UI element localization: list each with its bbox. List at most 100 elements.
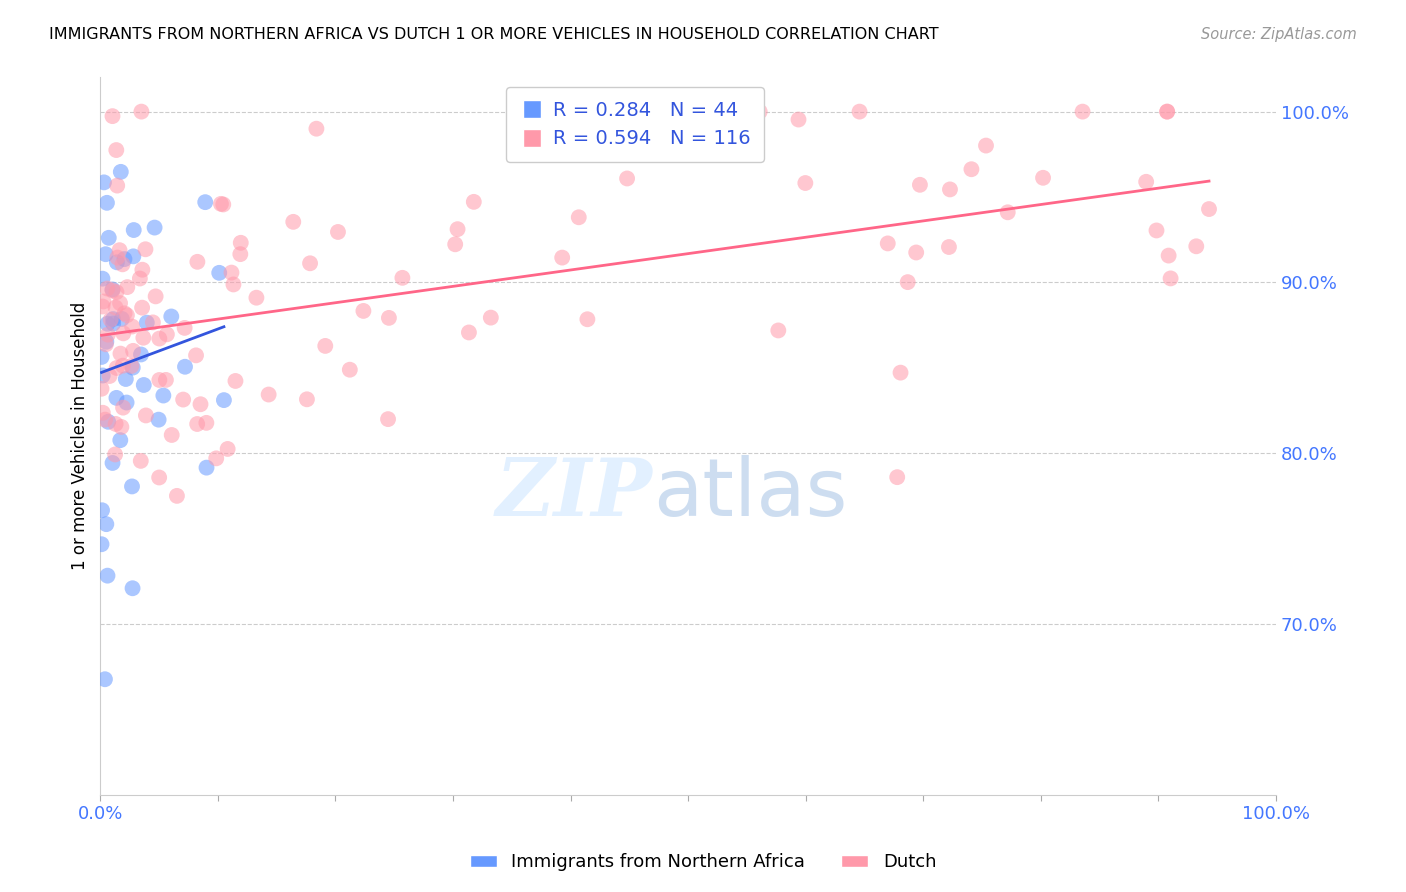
Point <box>96 281 118 295</box>
Point <box>121 581 143 595</box>
Point <box>122 249 145 263</box>
Point <box>94 337 117 351</box>
Point <box>108 296 131 310</box>
Point <box>129 347 152 361</box>
Point <box>93 175 115 189</box>
Point <box>283 215 305 229</box>
Point <box>111 359 134 373</box>
Point <box>110 165 132 179</box>
Point <box>1185 239 1208 253</box>
Point <box>378 310 401 325</box>
Point <box>939 182 962 196</box>
Point <box>1156 104 1178 119</box>
Point <box>257 387 280 401</box>
Text: Source: ZipAtlas.com: Source: ZipAtlas.com <box>1201 27 1357 42</box>
Point <box>195 416 218 430</box>
Point <box>101 284 124 298</box>
Point <box>101 456 124 470</box>
Point <box>463 194 485 209</box>
Point <box>104 417 127 431</box>
Point <box>120 359 142 373</box>
Point <box>1157 249 1180 263</box>
Point <box>184 348 207 362</box>
Point <box>748 104 770 119</box>
Point <box>195 460 218 475</box>
Point <box>132 331 155 345</box>
Point <box>186 417 208 431</box>
Point <box>134 242 156 256</box>
Point <box>209 197 232 211</box>
Point <box>391 270 413 285</box>
Point <box>96 517 118 532</box>
Point <box>96 568 118 582</box>
Point <box>101 109 124 123</box>
Point <box>148 470 170 484</box>
Point <box>94 247 117 261</box>
Point <box>94 672 117 686</box>
Text: IMMIGRANTS FROM NORTHERN AFRICA VS DUTCH 1 OR MORE VEHICLES IN HOUSEHOLD CORRELA: IMMIGRANTS FROM NORTHERN AFRICA VS DUTCH… <box>49 27 939 42</box>
Point <box>222 277 245 292</box>
Point <box>787 112 810 127</box>
Point <box>97 415 120 429</box>
Point <box>128 271 150 285</box>
Point <box>115 395 138 409</box>
Point <box>221 266 243 280</box>
Point <box>876 236 898 251</box>
Point <box>173 321 195 335</box>
Point <box>91 368 114 383</box>
Point <box>90 537 112 551</box>
Point <box>148 412 170 426</box>
Point <box>190 397 212 411</box>
Point <box>121 360 143 375</box>
Point <box>305 121 328 136</box>
Text: ZIP: ZIP <box>496 455 652 533</box>
Point <box>101 312 124 326</box>
Point <box>94 412 117 426</box>
Point <box>229 247 252 261</box>
Point <box>1156 104 1178 119</box>
Point <box>122 223 145 237</box>
Point <box>115 308 138 322</box>
Point <box>229 235 252 250</box>
Point <box>152 388 174 402</box>
Point <box>1135 175 1157 189</box>
Point <box>568 211 591 225</box>
Point <box>114 252 136 266</box>
Point <box>105 285 128 299</box>
Point <box>90 382 112 396</box>
Point <box>889 366 911 380</box>
Point <box>224 374 246 388</box>
Point <box>131 104 153 119</box>
Point <box>444 237 467 252</box>
Legend: R = 0.284   N = 44, R = 0.594   N = 116: R = 0.284 N = 44, R = 0.594 N = 116 <box>506 87 765 162</box>
Point <box>96 334 118 349</box>
Point <box>314 339 336 353</box>
Point <box>1160 271 1182 285</box>
Point <box>98 369 121 384</box>
Point <box>160 428 183 442</box>
Point <box>112 326 135 341</box>
Point <box>110 346 132 360</box>
Point <box>1032 170 1054 185</box>
Point <box>101 317 124 331</box>
Point <box>143 220 166 235</box>
Point <box>110 433 132 447</box>
Point <box>105 143 128 157</box>
Point <box>768 323 790 337</box>
Point <box>938 240 960 254</box>
Point <box>299 256 322 270</box>
Point <box>121 479 143 493</box>
Point <box>148 373 170 387</box>
Text: atlas: atlas <box>652 455 848 533</box>
Point <box>186 255 208 269</box>
Point <box>974 138 997 153</box>
Point <box>108 243 131 257</box>
Point <box>174 359 197 374</box>
Point <box>1071 104 1094 119</box>
Point <box>479 310 502 325</box>
Point <box>131 262 153 277</box>
Point <box>107 251 129 265</box>
Point <box>145 289 167 303</box>
Legend: Immigrants from Northern Africa, Dutch: Immigrants from Northern Africa, Dutch <box>463 847 943 879</box>
Point <box>908 178 931 192</box>
